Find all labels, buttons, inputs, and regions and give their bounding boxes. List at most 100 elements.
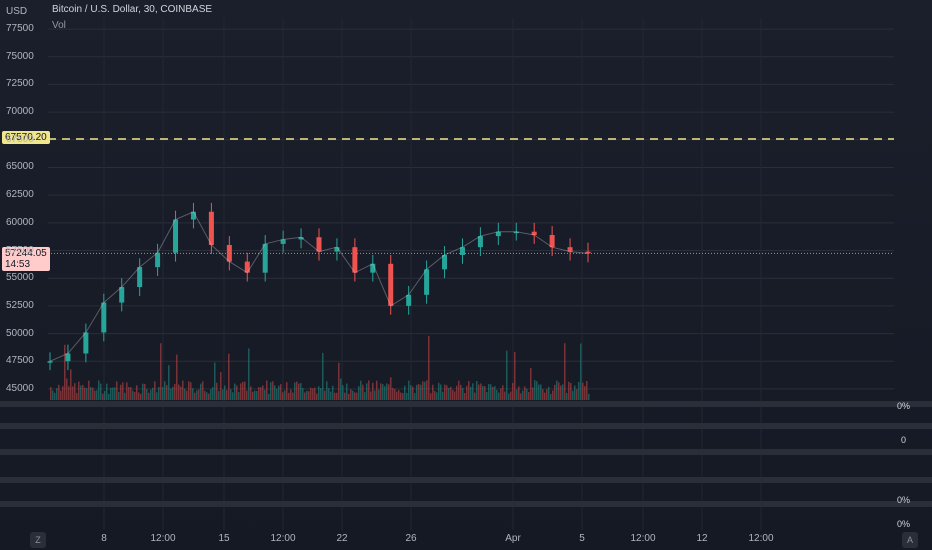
time-tick-label: 12:00	[748, 533, 774, 544]
candle-body[interactable]	[298, 237, 304, 240]
volume-bar	[110, 387, 112, 400]
candle-body[interactable]	[495, 231, 501, 237]
price-tick-label: 45000	[6, 382, 34, 394]
volume-bar	[388, 384, 390, 400]
volume-bar	[496, 389, 498, 400]
candle-body[interactable]	[208, 211, 214, 245]
volume-bar	[118, 391, 120, 400]
auto-scale-button[interactable]: A	[902, 532, 918, 548]
volume-bar	[296, 381, 298, 400]
volume-bar	[278, 385, 280, 400]
candle-body[interactable]	[334, 247, 340, 252]
candle-body[interactable]	[567, 247, 573, 252]
candle-body[interactable]	[101, 302, 107, 333]
volume-bar	[288, 392, 290, 400]
volume-bar	[298, 383, 300, 400]
volume-bar	[538, 384, 540, 400]
volume-bar	[370, 391, 372, 400]
pane-separator-1[interactable]	[0, 401, 932, 407]
volume-bar	[108, 393, 110, 400]
volume-bar	[172, 386, 174, 400]
volume-bar	[430, 393, 432, 400]
time-tick-label: 12:00	[150, 533, 176, 544]
volume-bar	[188, 381, 190, 400]
volume-bar	[384, 386, 386, 400]
candle-body[interactable]	[424, 269, 430, 295]
volume-bar	[58, 384, 60, 400]
candle-body[interactable]	[226, 244, 232, 262]
volume-bar	[524, 386, 526, 400]
candle-body[interactable]	[244, 261, 250, 273]
volume-bar	[422, 381, 424, 400]
volume-bar	[66, 378, 68, 400]
volume-bar	[396, 391, 398, 400]
volume-bar	[508, 393, 510, 400]
candle-body[interactable]	[531, 231, 537, 236]
volume-bar	[144, 383, 146, 400]
candle-body[interactable]	[549, 235, 555, 248]
volume-bar	[260, 387, 262, 400]
volume-bar	[222, 389, 224, 400]
volume-bar	[158, 387, 160, 400]
volume-bar	[432, 384, 434, 400]
candle-body[interactable]	[262, 243, 268, 273]
volume-bar	[386, 383, 388, 400]
volume-bar	[342, 385, 344, 400]
price-tick-label: 65000	[6, 161, 34, 173]
candle-body[interactable]	[513, 231, 519, 234]
candle-body[interactable]	[388, 263, 394, 306]
volume-bar	[398, 390, 400, 400]
candle-body[interactable]	[137, 267, 143, 288]
volume-bar	[476, 380, 478, 400]
volume-bar	[216, 382, 218, 400]
volume-bar	[236, 385, 238, 400]
price-tick-label: 70000	[6, 106, 34, 118]
pane-separator-5[interactable]	[0, 501, 932, 507]
volume-bar	[276, 388, 278, 400]
volume-bar	[480, 383, 482, 400]
volume-bar	[290, 389, 292, 400]
volume-bar	[526, 388, 528, 400]
volume-bar	[136, 385, 138, 400]
volume-bar	[130, 387, 132, 400]
candle-body[interactable]	[83, 332, 89, 354]
candle-body[interactable]	[119, 287, 125, 303]
volume-bar	[382, 384, 384, 400]
volume-bar	[316, 393, 318, 400]
candle-body[interactable]	[280, 239, 286, 244]
candle-body[interactable]	[352, 247, 358, 273]
candle-body[interactable]	[459, 247, 465, 255]
pane-separator-3[interactable]	[0, 449, 932, 455]
candle-body[interactable]	[47, 361, 53, 363]
candle-body[interactable]	[190, 211, 196, 220]
volume-bar	[166, 385, 168, 400]
volume-bar	[80, 385, 82, 400]
volume-bar	[490, 384, 492, 400]
candle-body[interactable]	[442, 254, 448, 270]
candle-body[interactable]	[370, 263, 376, 273]
volume-bar	[160, 343, 162, 400]
candle-body[interactable]	[585, 251, 591, 254]
pane-separator-4[interactable]	[0, 477, 932, 483]
pane-label-2: 0	[900, 435, 906, 445]
pane-separator-2[interactable]	[0, 423, 932, 429]
volume-bar	[356, 392, 358, 400]
candle-body[interactable]	[406, 294, 412, 306]
candle-body[interactable]	[155, 252, 161, 268]
candle-body[interactable]	[477, 236, 483, 248]
go-to-start-button[interactable]: Z	[30, 532, 46, 548]
volume-bar	[428, 335, 430, 400]
candle-body[interactable]	[65, 353, 71, 362]
volume-bar	[74, 383, 76, 400]
time-tick-label: 15	[218, 533, 230, 544]
volume-bar	[516, 389, 518, 400]
candle-body[interactable]	[173, 219, 179, 253]
time-tick-label: 22	[336, 533, 348, 544]
candle-body[interactable]	[316, 237, 322, 252]
symbol-title[interactable]: Bitcoin / U.S. Dollar, 30, COINBASE	[52, 4, 213, 15]
volume-bar	[482, 385, 484, 400]
volume-bar	[354, 392, 356, 400]
price-tick-label: 52500	[6, 299, 34, 311]
